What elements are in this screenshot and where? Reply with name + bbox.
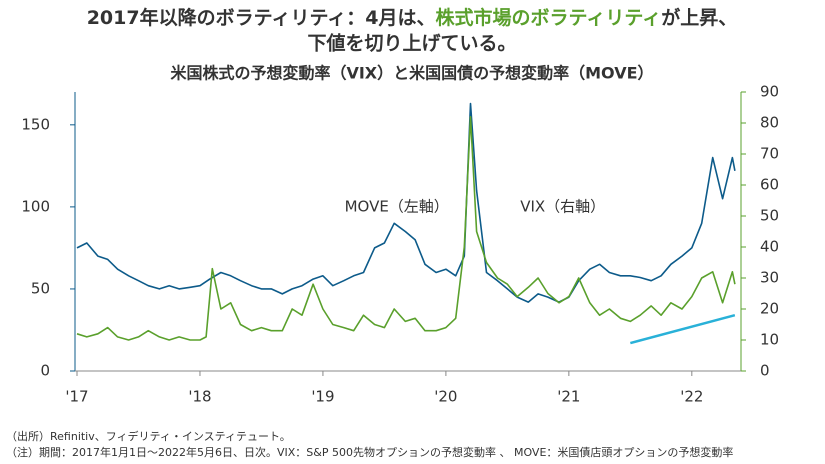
y-tick-label: 100 (21, 197, 50, 215)
x-tick-label: '20 (434, 388, 457, 406)
y2-tick-label: 30 (760, 269, 779, 287)
y2-tick-label: 50 (760, 207, 779, 225)
y2-tick-label: 90 (760, 83, 779, 101)
annotation: MOVE（左軸） (345, 197, 449, 215)
title-part: 2017年以降のボラティリティ：4月は、 (87, 6, 436, 29)
annotation: VIX（右軸） (520, 197, 605, 215)
y-tick-label: 50 (31, 279, 50, 297)
trend-line (630, 313, 736, 345)
x-tick-label: '19 (311, 388, 334, 406)
title-highlight: 株式市場のボラティリティ (436, 6, 662, 29)
footnote: （出所）Refinitiv、フィデリティ・インスティテュート。 (6, 429, 291, 443)
y-tick-label: 150 (21, 115, 50, 133)
y2-tick-label: 80 (760, 114, 779, 132)
title-part: が上昇、 (661, 6, 737, 29)
chart-subtitle: 米国株式の予想変動率（VIX）と米国国債の予想変動率（MOVE） (170, 64, 653, 83)
x-tick-label: '17 (65, 388, 88, 406)
y2-tick-label: 0 (760, 362, 770, 380)
y2-tick-label: 40 (760, 238, 779, 256)
y2-tick-label: 20 (760, 300, 779, 318)
series-line (76, 102, 736, 303)
chart-title: 2017年以降のボラティリティ：4月は、株式市場のボラティリティが上昇、 (87, 6, 738, 29)
x-tick-label: '18 (188, 388, 211, 406)
y2-tick-label: 60 (760, 176, 779, 194)
y-tick-label: 0 (40, 362, 50, 380)
y2-tick-label: 10 (760, 331, 779, 349)
series-line (76, 116, 736, 341)
footnote: （注）期間：2017年1月1日～2022年5月6日、日次。VIX：S&P 500… (6, 445, 733, 459)
y2-tick-label: 70 (760, 145, 779, 163)
x-tick-label: '21 (557, 388, 580, 406)
chart-title-line2: 下値を切り上げている。 (307, 33, 516, 55)
x-tick-label: '22 (680, 388, 703, 406)
